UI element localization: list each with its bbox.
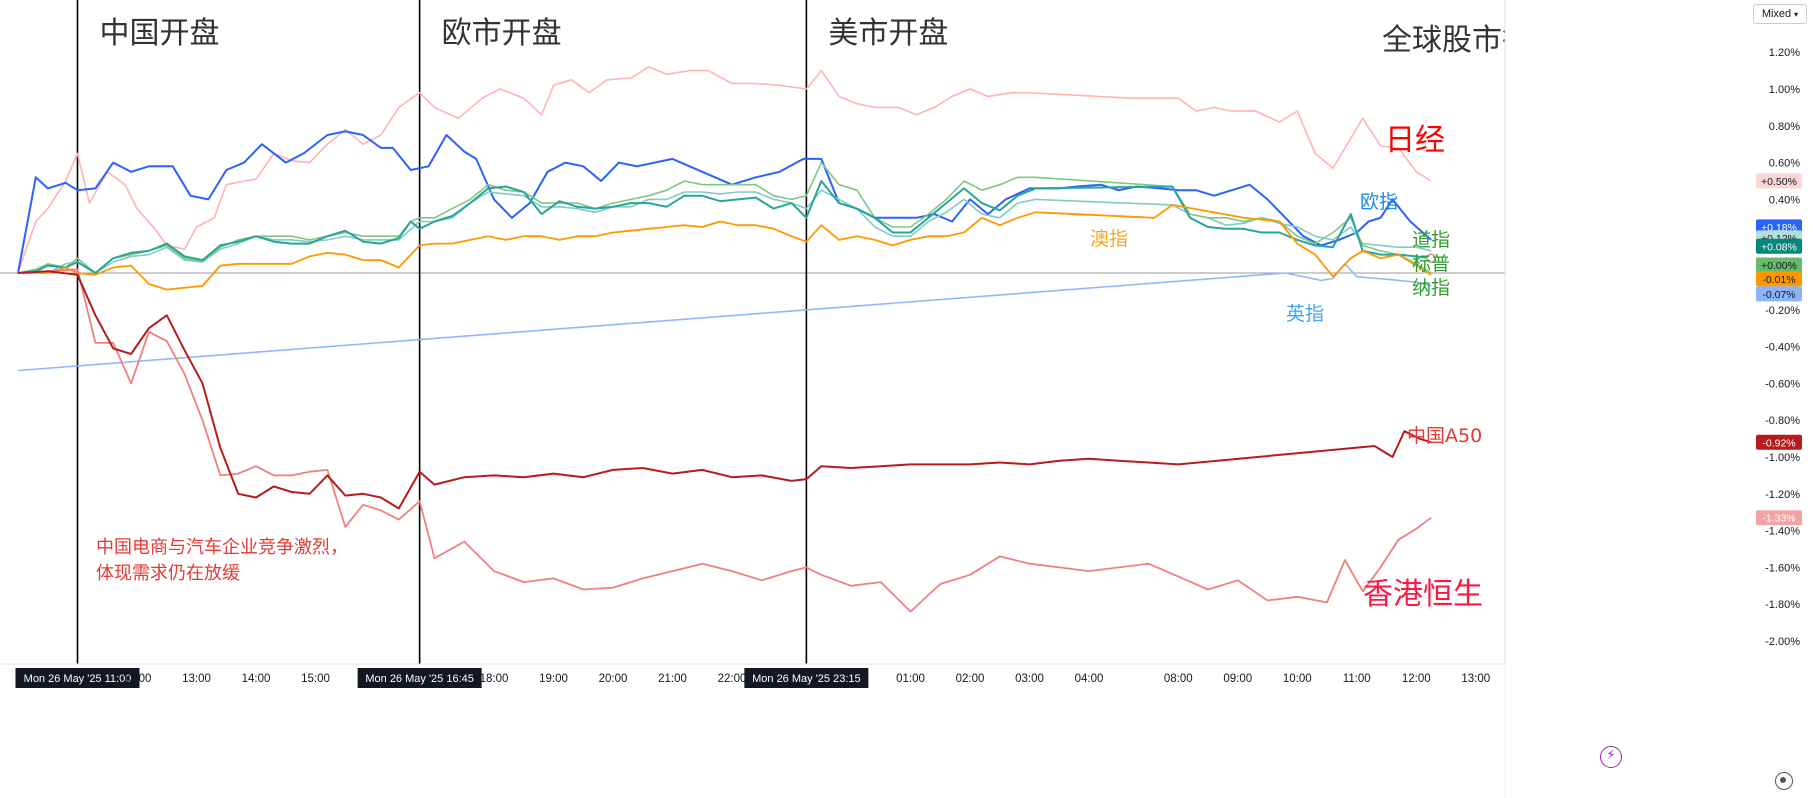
y-tick-label: 0.60% (1769, 158, 1800, 170)
time-tick-label: 02:00 (956, 673, 985, 685)
y-tick-label: -1.80% (1765, 599, 1800, 611)
price-tag (1756, 271, 1802, 287)
series-line-英指 (17, 263, 1432, 372)
time-tick-label: 11:00 (1343, 673, 1371, 685)
time-tick-label: 19:00 (539, 673, 568, 685)
price-tag-label: +0.08% (1761, 241, 1797, 253)
time-tick-highlight (744, 668, 869, 688)
y-tick-label: -0.80% (1765, 415, 1800, 427)
session-label: 中国开盘 (100, 16, 220, 51)
time-tick-label: 22:00 (718, 673, 747, 685)
price-tag (1756, 173, 1802, 189)
time-tick-label: 03:00 (1015, 673, 1044, 685)
last-price-dot (1426, 253, 1436, 264)
time-tick-label: 20:00 (599, 673, 628, 685)
annotation-note-line: 体现需求仍在放缓 (96, 563, 240, 584)
scale-mode-dropdown[interactable]: Mixed ▾ (1753, 4, 1807, 24)
y-tick-label: 1.00% (1769, 84, 1800, 96)
y-tick-label: -0.20% (1765, 305, 1800, 317)
time-tick-highlight (15, 668, 140, 688)
series-name-label: 日经 (1385, 123, 1445, 158)
price-tag-label: +0.50% (1761, 176, 1797, 188)
series-name-label: 香港恒生 (1363, 577, 1483, 612)
series-line-道指 (17, 161, 1432, 274)
price-tag (1756, 510, 1802, 526)
price-tag (1756, 238, 1802, 254)
scale-mode-label: Mixed (1761, 8, 1792, 20)
series-line-欧指 (17, 130, 1432, 274)
y-tick-label: -1.60% (1765, 562, 1800, 574)
series-name-label: 英指 (1286, 303, 1324, 325)
y-tick-label: -1.40% (1765, 526, 1800, 538)
series-line-纳指 (17, 180, 1432, 274)
y-tick-label: 1.20% (1769, 47, 1800, 59)
time-tick-label: 14:00 (242, 673, 271, 685)
y-tick-label: -1.20% (1765, 489, 1800, 501)
time-tick-label: 10:00 (1283, 673, 1312, 685)
series-name-label: 中国A50 (1407, 425, 1482, 447)
price-axis-bg (1505, 0, 1813, 798)
label-layer: 中国开盘欧市开盘美市开盘全球股市行情对比图日经欧指道指标普纳指澳指英指中国A50… (96, 16, 1652, 612)
time-tick-label: 12:00 (1402, 673, 1431, 685)
series-name-label: 澳指 (1090, 228, 1128, 250)
time-tick-label: Mon 26 May '25 11:00 (24, 673, 132, 685)
time-tick-label: 13:00 (1461, 673, 1490, 685)
y-tick-label: -2.00% (1765, 636, 1800, 648)
time-tick-highlight (357, 668, 482, 688)
series-line-香港恒生 (17, 268, 1432, 613)
series-name-label: 欧指 (1360, 191, 1398, 213)
chevron-down-icon: ▾ (1794, 9, 1799, 19)
y-tick-label: 0.40% (1769, 194, 1800, 206)
time-tick-label: 18:00 (480, 673, 509, 685)
y-tick-label: 0.80% (1769, 121, 1800, 133)
price-tag (1756, 257, 1802, 273)
time-tick-label: 12:00 (123, 673, 152, 685)
series-line-澳指 (18, 204, 1432, 291)
series-line-日经 (17, 66, 1432, 274)
price-tag-label: +0.00% (1761, 260, 1797, 272)
lightning-icon[interactable]: ⚡ (1600, 746, 1622, 768)
price-tag (1756, 434, 1802, 450)
time-tick-label: 15:00 (301, 673, 330, 685)
y-tick-label: -1.00% (1765, 452, 1800, 464)
time-tick-label: Mon 26 May '25 16:45 (365, 673, 474, 685)
series-name-label: 标普 (1412, 253, 1450, 275)
time-tick-label: 01:00 (896, 673, 925, 685)
time-tick-label: 04:00 (1075, 673, 1104, 685)
time-tick-label: Mon 26 May '25 23:15 (752, 673, 861, 685)
price-tag-label: -1.33% (1762, 513, 1795, 525)
y-tick-label: -0.60% (1765, 378, 1800, 390)
series-line-标普 (18, 189, 1432, 274)
series-layer (17, 66, 1436, 613)
price-tag-label: -0.92% (1762, 437, 1795, 449)
annotation-note-line: 中国电商与汽车企业竞争激烈， (96, 537, 348, 558)
gear-icon[interactable] (1775, 772, 1793, 790)
price-tag (1756, 286, 1802, 302)
session-label: 美市开盘 (828, 16, 948, 51)
price-tag-label: -0.07% (1762, 289, 1795, 301)
y-tick-label: -0.40% (1765, 342, 1800, 354)
time-tick-label: 13:00 (182, 673, 211, 685)
series-line-中国A50 (17, 270, 1432, 510)
price-tag-label: -0.01% (1762, 274, 1795, 286)
time-tick-label: 08:00 (1164, 673, 1193, 685)
series-name-label: 道指 (1412, 229, 1450, 251)
series-name-label: 纳指 (1412, 277, 1450, 299)
time-tick-label: 21:00 (658, 673, 687, 685)
time-tick-label: 09:00 (1223, 673, 1252, 685)
session-label: 欧市开盘 (442, 16, 562, 51)
